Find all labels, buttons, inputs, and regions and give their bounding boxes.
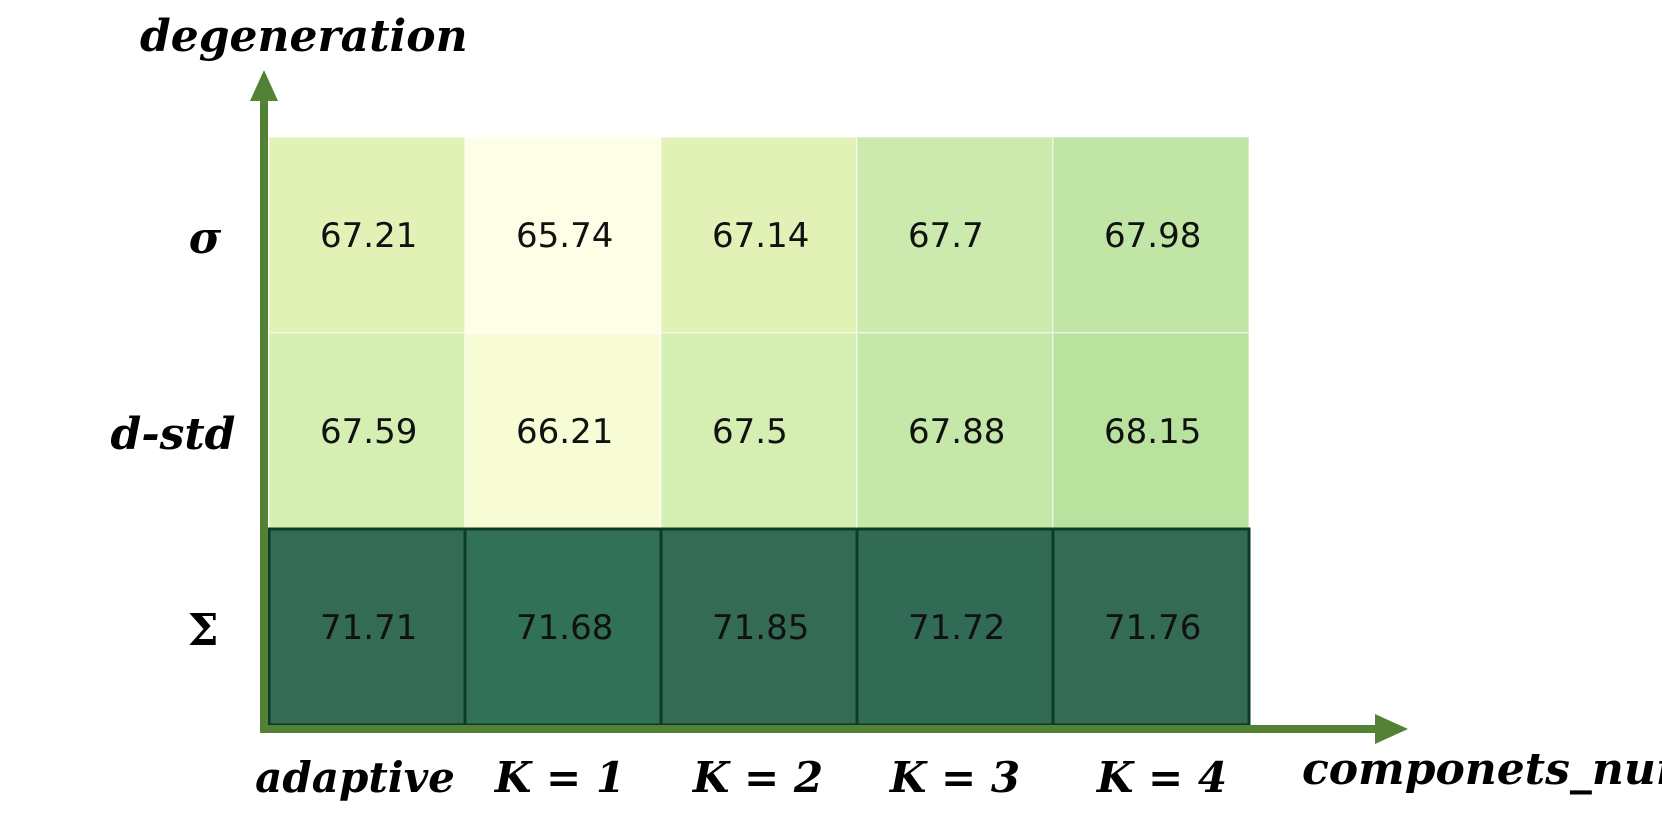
cell-value-label: 71.71 bbox=[320, 608, 417, 648]
row-label: σ bbox=[189, 213, 222, 264]
heatmap-cell bbox=[660, 332, 858, 530]
column-label: K = 4 bbox=[1096, 753, 1227, 802]
cell-value-label: 65.74 bbox=[516, 216, 613, 256]
cell-value-label: 67.7 bbox=[908, 216, 984, 256]
cell-value-label: 67.59 bbox=[320, 412, 417, 452]
x-axis-arrowhead bbox=[1375, 714, 1408, 744]
cell-value-label: 71.68 bbox=[516, 608, 613, 648]
cell-value-label: 71.85 bbox=[712, 608, 809, 648]
cell-value-label: 71.72 bbox=[908, 608, 1005, 648]
cell-value-label: 66.21 bbox=[516, 412, 613, 452]
cell-value-label: 71.76 bbox=[1104, 608, 1201, 648]
y-axis-arrowhead bbox=[250, 70, 278, 101]
row-labels: σ d-std Σ bbox=[111, 213, 236, 656]
column-label: adaptive bbox=[255, 753, 455, 802]
cell-value-label: 67.98 bbox=[1104, 216, 1201, 256]
heatmap-cell bbox=[660, 136, 858, 334]
row-label: Σ bbox=[187, 605, 218, 656]
heatmap-cell bbox=[268, 332, 466, 530]
heatmap-cells: 67.21 65.74 67.14 67.7 67.98 67.59 66.21 67.5 67… bbox=[267, 136, 1251, 727]
heatmap-cell bbox=[1051, 527, 1251, 727]
cell-value-label: 67.88 bbox=[908, 412, 1005, 452]
column-label: K = 1 bbox=[494, 753, 625, 802]
y-axis-title: degeneration bbox=[140, 11, 468, 62]
column-label: K = 2 bbox=[692, 753, 823, 802]
column-label: K = 3 bbox=[889, 753, 1020, 802]
cell-value-label: 68.15 bbox=[1104, 412, 1201, 452]
column-labels: adaptive K = 1 K = 2 K = 3 K = 4 bbox=[255, 753, 1227, 802]
row-label: d-std bbox=[111, 409, 236, 460]
chart-axes bbox=[250, 70, 1408, 744]
heatmap-cell bbox=[1052, 136, 1250, 334]
heatmap-cell bbox=[463, 527, 663, 727]
cell-value-label: 67.14 bbox=[712, 216, 809, 256]
heatmap-cell bbox=[1052, 332, 1250, 530]
heatmap-cell bbox=[855, 527, 1055, 727]
x-axis-title: componets_num bbox=[1302, 744, 1662, 795]
cell-value-label: 67.21 bbox=[320, 216, 417, 256]
heatmap-cell bbox=[268, 136, 466, 334]
heatmap-cell bbox=[856, 136, 1054, 334]
heatmap-cell bbox=[464, 136, 662, 334]
cell-value-label: 67.5 bbox=[712, 412, 788, 452]
